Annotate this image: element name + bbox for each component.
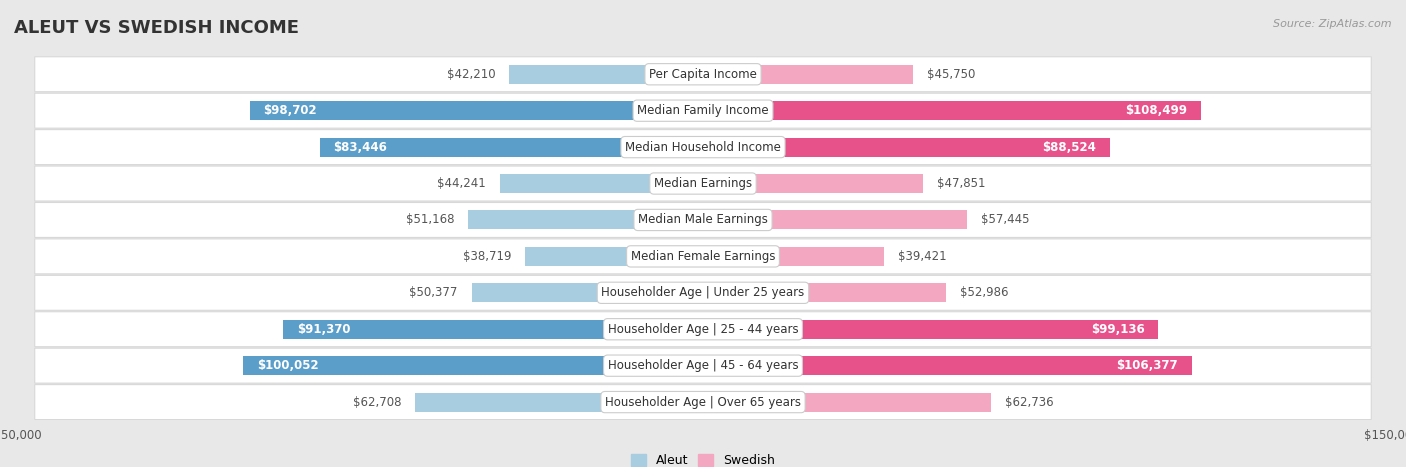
FancyBboxPatch shape	[35, 203, 1371, 237]
Text: ALEUT VS SWEDISH INCOME: ALEUT VS SWEDISH INCOME	[14, 19, 299, 37]
Bar	[526, 247, 703, 266]
Text: $57,445: $57,445	[980, 213, 1029, 226]
FancyBboxPatch shape	[35, 130, 1371, 164]
Text: $45,750: $45,750	[927, 68, 976, 81]
FancyBboxPatch shape	[35, 239, 1371, 274]
Bar	[415, 393, 703, 411]
Bar	[703, 393, 991, 411]
Text: Householder Age | Over 65 years: Householder Age | Over 65 years	[605, 396, 801, 409]
Text: $51,168: $51,168	[406, 213, 454, 226]
Text: Householder Age | 45 - 64 years: Householder Age | 45 - 64 years	[607, 359, 799, 372]
FancyBboxPatch shape	[35, 312, 1371, 347]
Bar	[284, 320, 703, 339]
FancyBboxPatch shape	[35, 57, 1371, 92]
Text: $62,708: $62,708	[353, 396, 401, 409]
Text: $52,986: $52,986	[960, 286, 1008, 299]
Text: Median Family Income: Median Family Income	[637, 104, 769, 117]
Text: Median Female Earnings: Median Female Earnings	[631, 250, 775, 263]
Bar	[703, 320, 1159, 339]
FancyBboxPatch shape	[35, 385, 1371, 419]
FancyBboxPatch shape	[35, 166, 1371, 201]
Text: $108,499: $108,499	[1126, 104, 1188, 117]
Text: $62,736: $62,736	[1005, 396, 1053, 409]
Text: $42,210: $42,210	[447, 68, 495, 81]
Text: $44,241: $44,241	[437, 177, 486, 190]
Text: Median Male Earnings: Median Male Earnings	[638, 213, 768, 226]
Text: $100,052: $100,052	[257, 359, 319, 372]
Bar	[703, 247, 884, 266]
FancyBboxPatch shape	[35, 276, 1371, 310]
Bar	[703, 174, 922, 193]
Text: $47,851: $47,851	[936, 177, 986, 190]
Text: $99,136: $99,136	[1091, 323, 1144, 336]
Text: $83,446: $83,446	[333, 141, 388, 154]
FancyBboxPatch shape	[35, 348, 1371, 383]
Bar	[468, 211, 703, 229]
Text: $91,370: $91,370	[297, 323, 350, 336]
Text: Householder Age | Under 25 years: Householder Age | Under 25 years	[602, 286, 804, 299]
Bar	[319, 138, 703, 156]
Text: Median Earnings: Median Earnings	[654, 177, 752, 190]
Text: $50,377: $50,377	[409, 286, 458, 299]
Bar	[703, 138, 1109, 156]
Legend: Aleut, Swedish: Aleut, Swedish	[626, 449, 780, 467]
Text: Median Household Income: Median Household Income	[626, 141, 780, 154]
Bar	[703, 283, 946, 302]
Bar	[703, 356, 1191, 375]
Text: $38,719: $38,719	[463, 250, 512, 263]
Bar	[243, 356, 703, 375]
Text: $88,524: $88,524	[1042, 141, 1095, 154]
Bar	[703, 211, 967, 229]
Text: Per Capita Income: Per Capita Income	[650, 68, 756, 81]
Bar	[509, 65, 703, 84]
FancyBboxPatch shape	[35, 93, 1371, 128]
Bar	[703, 101, 1201, 120]
Text: Householder Age | 25 - 44 years: Householder Age | 25 - 44 years	[607, 323, 799, 336]
Text: $39,421: $39,421	[898, 250, 946, 263]
Bar	[499, 174, 703, 193]
Text: Source: ZipAtlas.com: Source: ZipAtlas.com	[1274, 19, 1392, 28]
Text: $98,702: $98,702	[263, 104, 318, 117]
Text: $106,377: $106,377	[1116, 359, 1178, 372]
Bar	[471, 283, 703, 302]
Bar	[250, 101, 703, 120]
Bar	[703, 65, 912, 84]
